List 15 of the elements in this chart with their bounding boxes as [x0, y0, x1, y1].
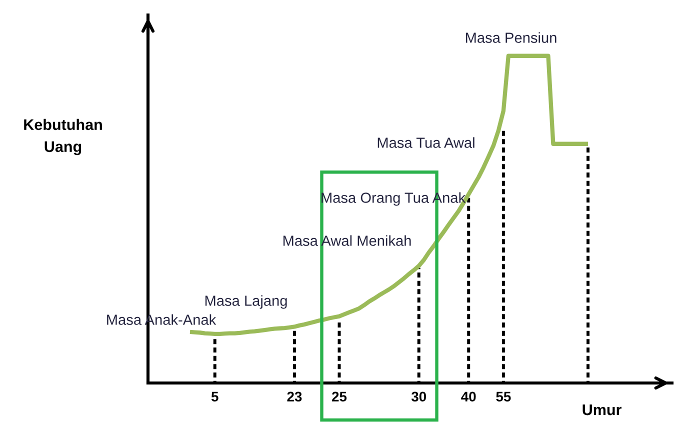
- text: Masa Pensiun: [466, 32, 556, 43]
- text: Kebutuhan Uang: [24, 118, 102, 156]
- x-tick-label: 25: [332, 392, 347, 402]
- bar: [467, 198, 470, 383]
- annotation: Masa Lajang: [205, 295, 287, 309]
- x-tick-label: 30: [411, 392, 426, 402]
- x-axis-title: Umur: [582, 404, 622, 416]
- bar: [292, 330, 296, 383]
- bar: [586, 146, 590, 383]
- x-tick-label: 23: [287, 392, 302, 402]
- x-tick-label: 55: [496, 392, 511, 402]
- x-tick-label: 5: [211, 392, 218, 402]
- x-tick-label: 40: [461, 392, 476, 402]
- bar: [417, 268, 420, 383]
- annotation: Masa Tua Awal: [378, 137, 474, 148]
